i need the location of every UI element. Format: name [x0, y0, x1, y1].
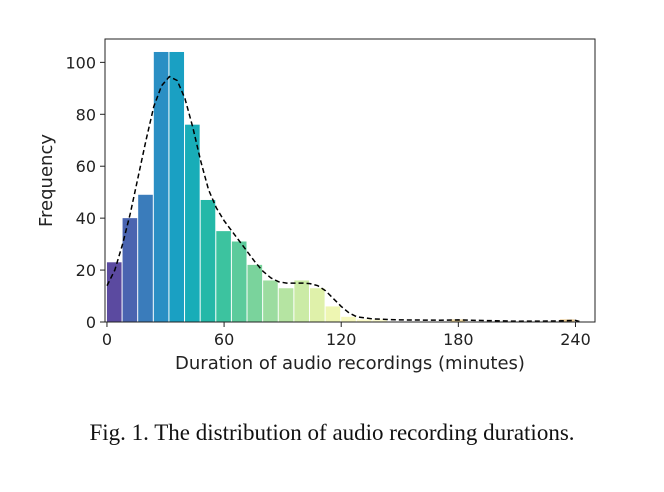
histogram-bar — [372, 319, 388, 322]
y-axis-ticks: 0 20 40 60 80 100 — [65, 53, 105, 332]
histogram-chart: 0 60 120 180 240 0 20 40 60 80 100 Duration of au… — [36, 38, 596, 374]
histogram-bar — [309, 288, 325, 322]
y-tick-label: 40 — [76, 209, 96, 228]
y-tick-label: 80 — [76, 105, 96, 124]
histogram-bar — [200, 199, 216, 322]
bars-group — [106, 51, 575, 323]
histogram-bar — [185, 124, 200, 323]
histogram-bar — [294, 280, 309, 322]
x-axis-ticks: 0 60 120 180 240 — [102, 322, 591, 349]
histogram-bar — [169, 51, 185, 322]
x-tick-label: 240 — [560, 330, 591, 349]
histogram-bar — [247, 264, 263, 322]
histogram-bar — [278, 288, 294, 322]
histogram-bar — [356, 319, 372, 322]
y-tick-label: 0 — [86, 313, 96, 332]
y-axis-label: Frequency — [36, 134, 57, 227]
x-tick-label: 120 — [326, 330, 357, 349]
plot-frame — [104, 38, 596, 323]
histogram-bar — [341, 316, 356, 322]
x-tick-label: 60 — [214, 330, 234, 349]
y-tick-label: 20 — [76, 261, 96, 280]
histogram-bar — [263, 280, 278, 322]
x-tick-label: 0 — [102, 330, 112, 349]
y-tick-label: 100 — [65, 53, 96, 72]
figure-caption: Fig. 1. The distribution of audio record… — [89, 420, 575, 445]
y-tick-label: 60 — [76, 157, 96, 176]
histogram-bar — [325, 306, 341, 322]
histogram-bar — [153, 51, 169, 322]
histogram-bar — [122, 218, 138, 322]
x-axis-label: Duration of audio recordings (minutes) — [175, 353, 525, 374]
histogram-bar — [216, 231, 231, 322]
histogram-bar — [138, 194, 153, 322]
histogram-bar — [231, 241, 247, 322]
histogram-bar — [450, 319, 466, 322]
density-curve — [106, 75, 580, 323]
x-tick-label: 180 — [443, 330, 474, 349]
